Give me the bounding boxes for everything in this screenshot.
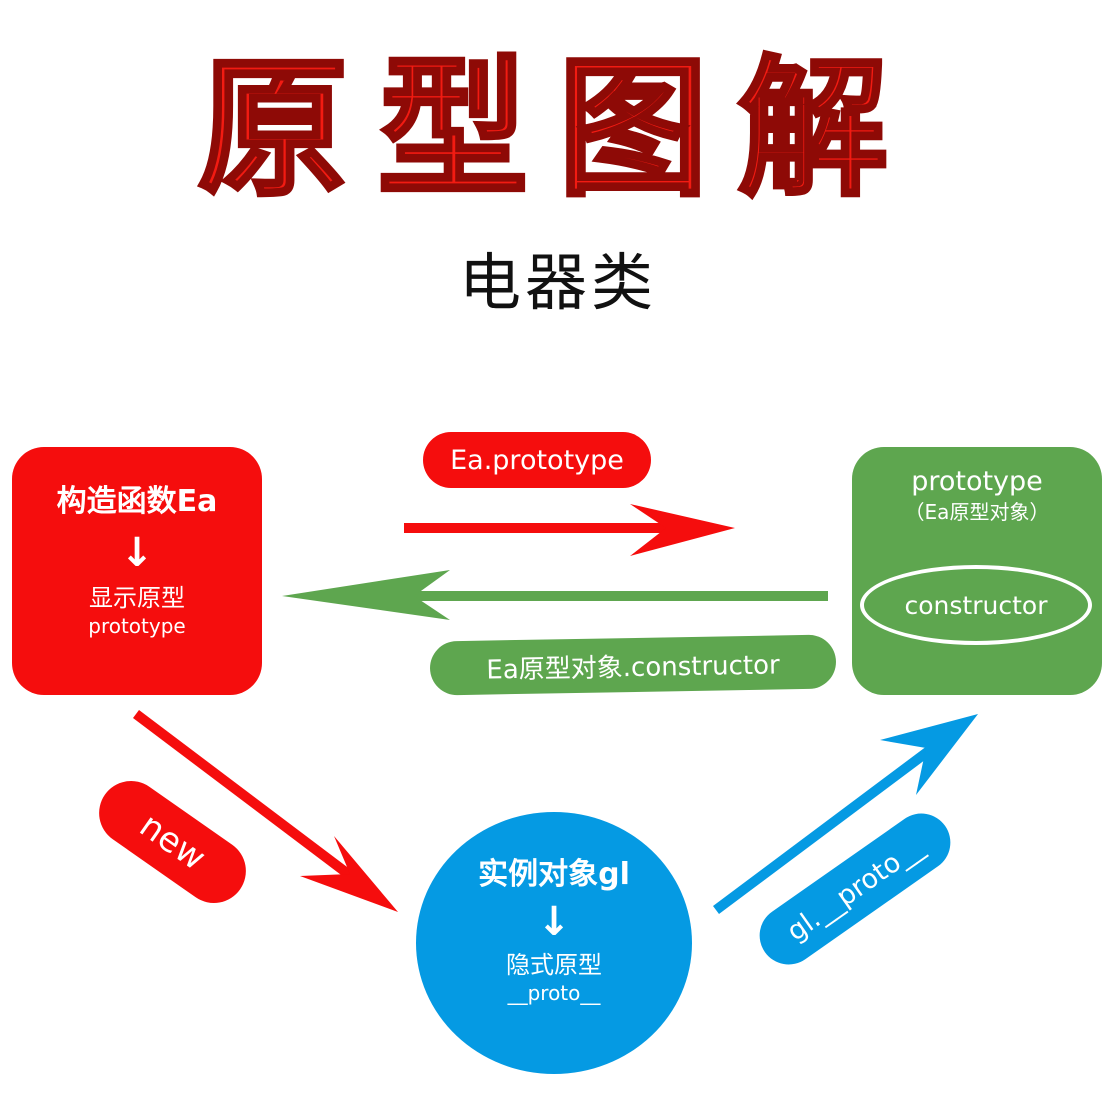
prototype-subtitle: （Ea原型对象） <box>904 500 1050 524</box>
arrow-inst-to-proto <box>713 714 978 915</box>
instance-circle: 实例对象gl ↓ 隐式原型 __proto__ <box>416 812 692 1074</box>
label-ea-prototype: Ea.prototype <box>423 432 651 488</box>
arrow-ctor-to-proto <box>404 504 735 556</box>
constructor-box: 构造函数Ea ↓ 显示原型 prototype <box>12 447 262 695</box>
prototype-box: prototype （Ea原型对象） constructor <box>852 447 1102 695</box>
instance-title: 实例对象gl <box>478 857 630 892</box>
arrow-ctor-to-inst <box>132 710 398 912</box>
prototype-title: prototype <box>911 466 1043 497</box>
page-subtitle: 电器类 <box>458 246 657 319</box>
constructor-ellipse: constructor <box>860 565 1092 645</box>
down-arrow-icon: ↓ <box>120 530 154 576</box>
constructor-label: 显示原型 <box>89 584 185 612</box>
page-title: 原型图解 <box>196 41 918 219</box>
constructor-sublabel: prototype <box>88 614 186 638</box>
label-ea-constructor: Ea原型对象.constructor <box>429 634 837 696</box>
constructor-ellipse-label: constructor <box>904 590 1048 620</box>
constructor-title: 构造函数Ea <box>56 484 218 519</box>
arrow-proto-to-ctor <box>282 570 828 620</box>
instance-label: 隐式原型 <box>506 951 602 979</box>
instance-sublabel: __proto__ <box>507 981 601 1005</box>
down-arrow-icon: ↓ <box>537 899 571 945</box>
